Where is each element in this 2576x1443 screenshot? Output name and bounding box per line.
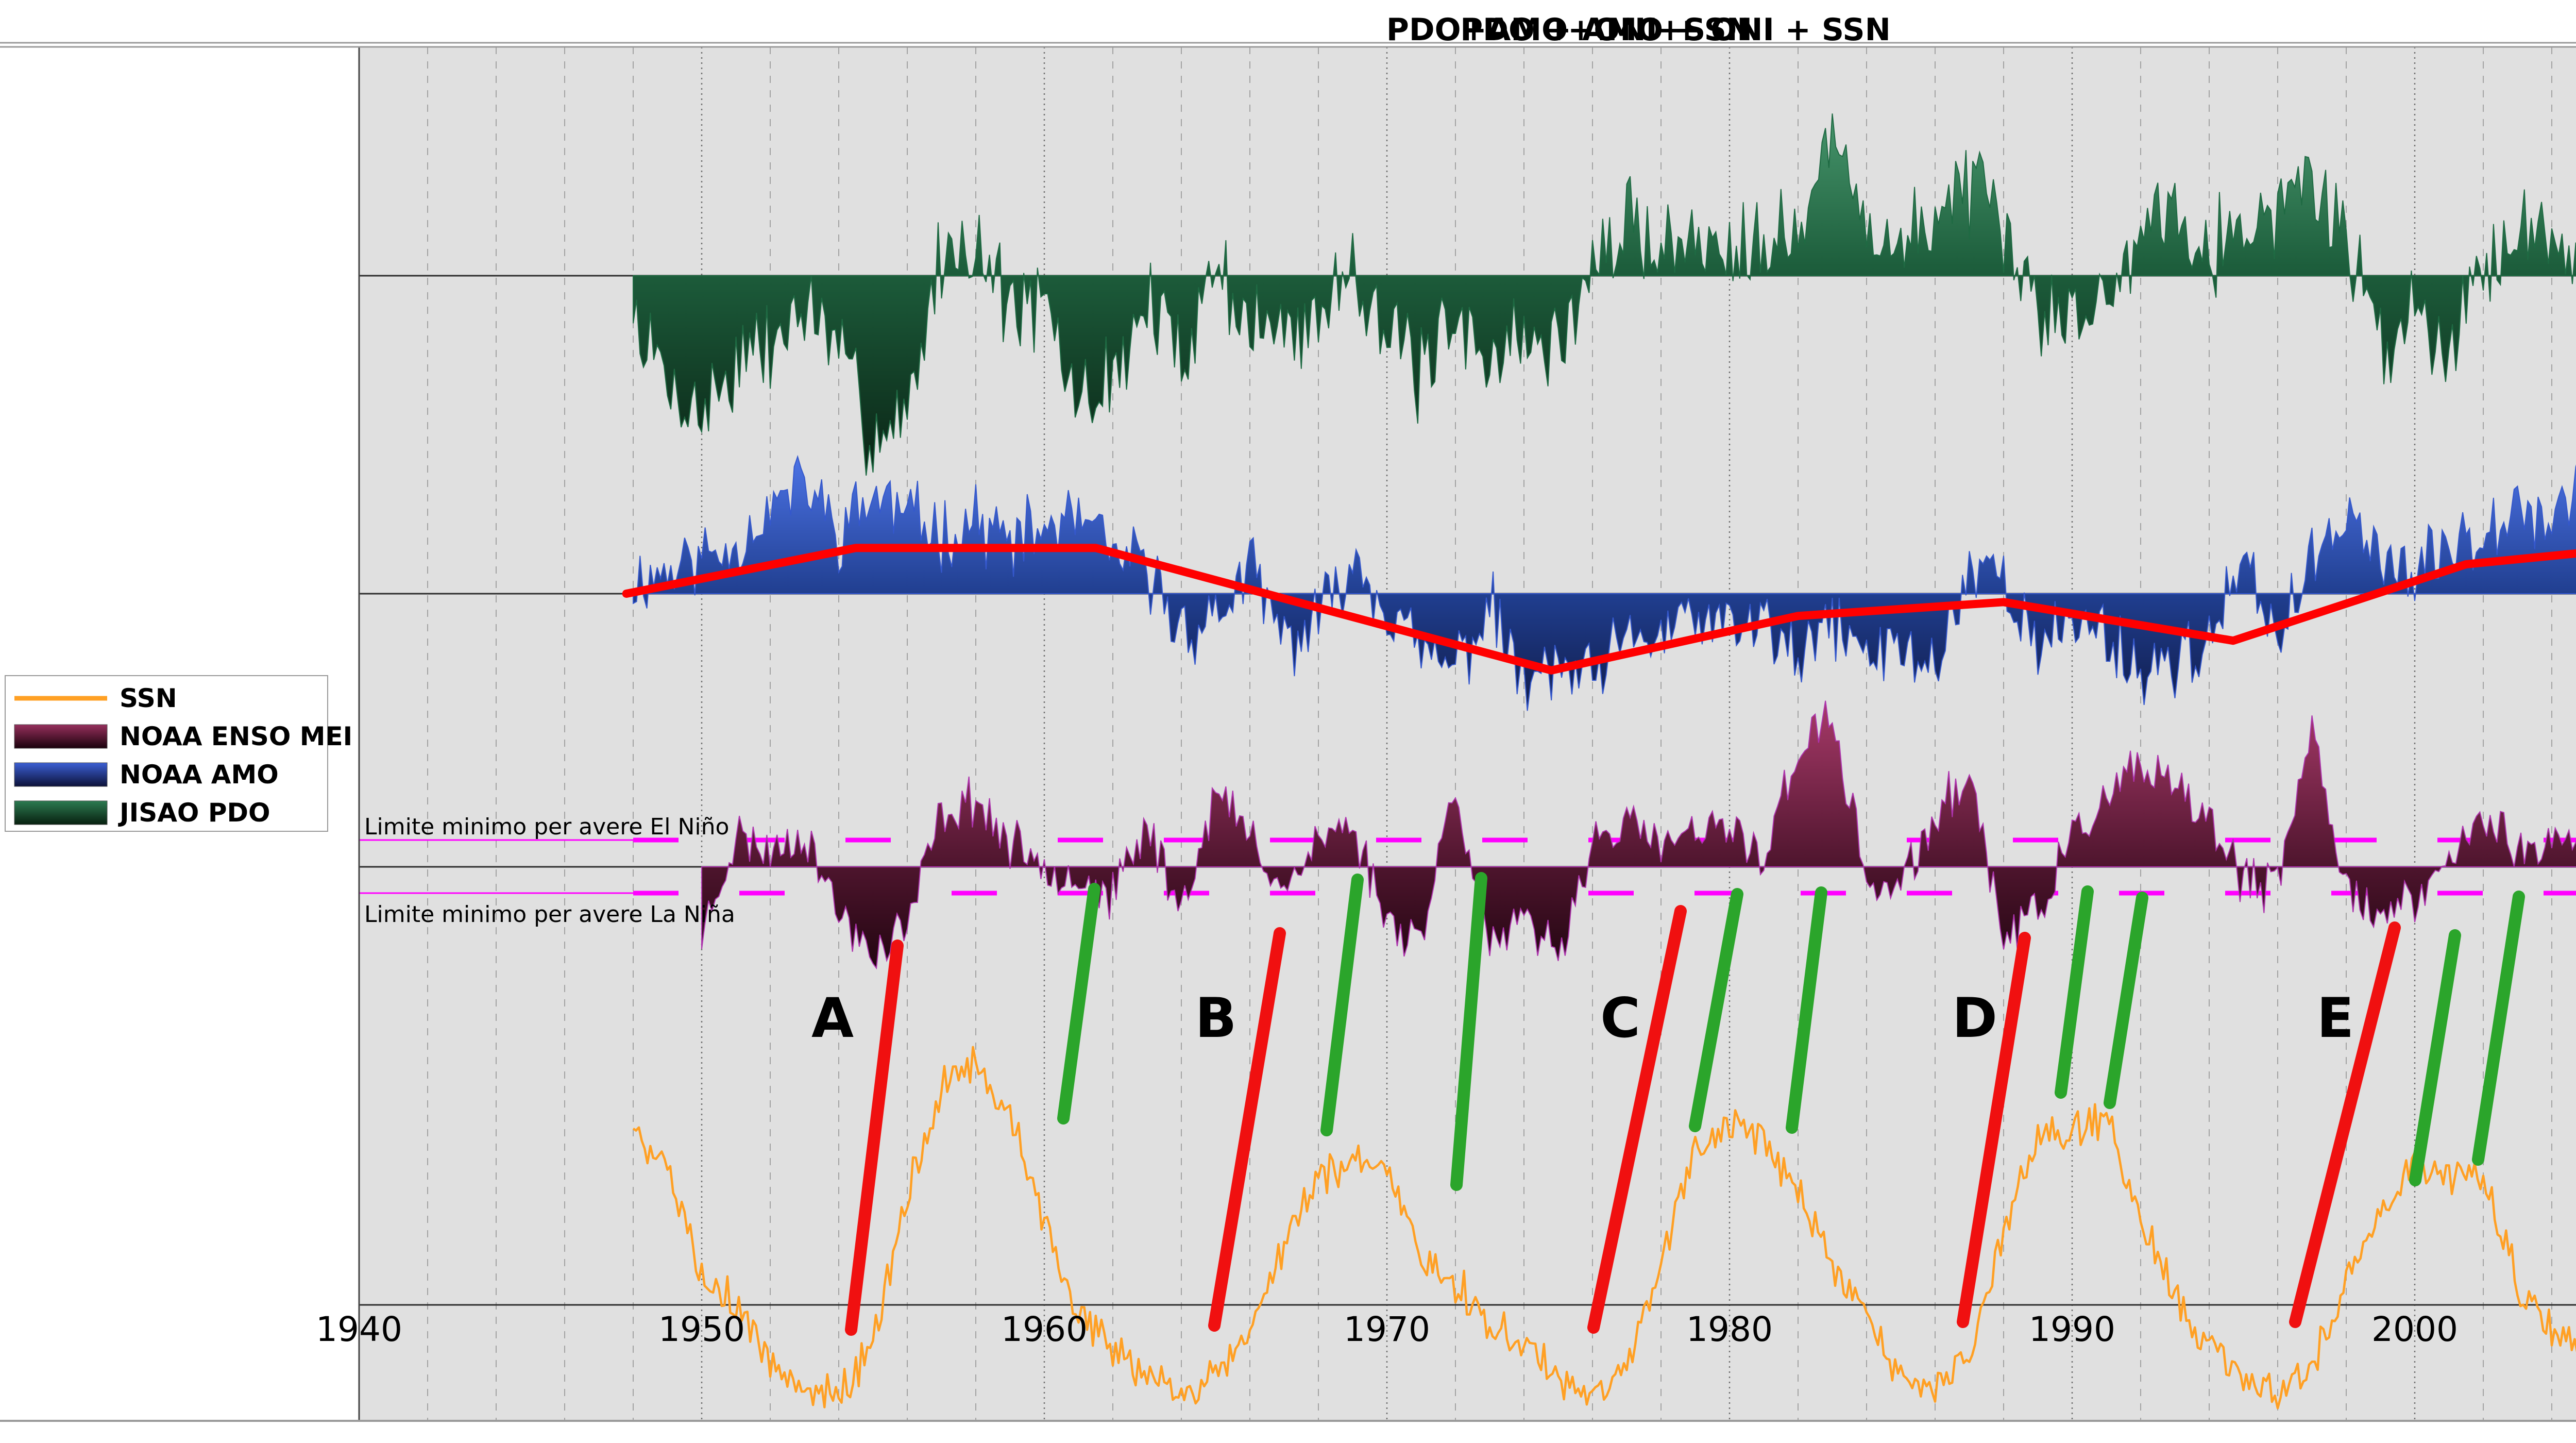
legend-item-mei: NOAA ENSO MEI (14, 722, 352, 751)
cycle-b-declining-marker (1320, 874, 1364, 1136)
chart-title-overlay-2: PDO + AMO + ONI + SSN (1460, 12, 1891, 48)
cycle-letter-e: E (2317, 986, 2354, 1050)
cycle-d-declining-marker (2104, 892, 2148, 1109)
chart-title-overlay-1: PDO+AMO+ONI+SSN (1386, 12, 1752, 48)
cycle-a-rising-marker (845, 939, 904, 1336)
legend-item-pdo: JISAO PDO (14, 798, 270, 828)
legend-item-label: NOAA ENSO MEI (120, 722, 352, 751)
cycle-b-declining-marker (1450, 872, 1487, 1191)
cycle-letter-b: B (1195, 986, 1237, 1050)
amo-trend-line (622, 544, 2576, 675)
cycle-b-rising-marker (1208, 927, 1286, 1332)
x-tick-label-1970: 1970 (1344, 1310, 1430, 1349)
cycle-letter-c: C (1600, 986, 1640, 1050)
legend-item-label: SSN (120, 683, 177, 713)
cycle-e-declining-marker (2472, 891, 2525, 1166)
mei-area-series (701, 700, 2576, 970)
cycle-letter-a: A (811, 986, 854, 1050)
cycle-a-declining-marker (1057, 883, 1100, 1125)
cycle-d-declining-marker (2055, 885, 2094, 1099)
pdo-patch-swatch-icon (14, 800, 108, 825)
ssn-line-series (632, 1046, 2576, 1410)
legend: SSN NOAA ENSO MEI NOAA AMO JISAO PDO (5, 675, 352, 832)
legend-item-amo: NOAA AMO (14, 760, 279, 790)
el-nino-threshold-label: Limite minimo per avere El Niño (364, 814, 729, 840)
pdo-area-series (633, 113, 2576, 476)
cycle-c-declining-marker (1689, 888, 1743, 1132)
x-tick-label-1990: 1990 (2029, 1310, 2115, 1349)
legend-item-label: NOAA AMO (120, 760, 279, 790)
cycle-e-rising-marker (2289, 921, 2401, 1328)
mei-patch-swatch-icon (14, 724, 108, 749)
x-tick-label-1950: 1950 (658, 1310, 745, 1349)
legend-item-ssn: SSN (14, 683, 177, 713)
cycle-letter-d: D (1952, 986, 1997, 1050)
x-tick-label-1980: 1980 (1686, 1310, 1773, 1349)
cycle-e-declining-marker (2409, 929, 2461, 1186)
cycle-c-declining-marker (1786, 886, 1827, 1134)
legend-item-label: JISAO PDO (118, 798, 270, 828)
chart-generated-layers: ABCDEF1940195019601970198019902000201020… (0, 42, 2576, 1422)
x-tick-label-2000: 2000 (2371, 1310, 2458, 1349)
cycle-c-rising-marker (1587, 905, 1687, 1334)
amo-patch-swatch-icon (14, 762, 108, 787)
cycle-d-rising-marker (1957, 932, 2031, 1328)
x-tick-label-1960: 1960 (1001, 1310, 1088, 1349)
la-nina-threshold-label: Limite minimo per avere La Niña (364, 901, 735, 928)
